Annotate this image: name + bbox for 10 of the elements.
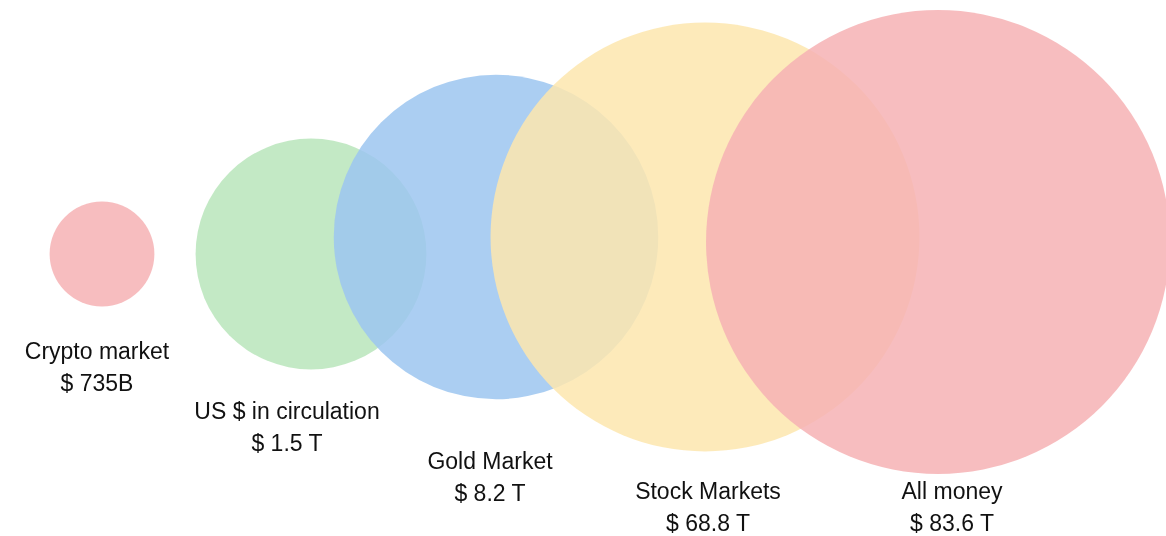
category-label: Stock Markets bbox=[635, 478, 781, 505]
category-label: US $ in circulation bbox=[194, 398, 380, 425]
data-label: $ 83.6 T bbox=[910, 510, 994, 536]
data-label: $ 8.2 T bbox=[454, 480, 526, 507]
category-label: Gold Market bbox=[427, 448, 554, 475]
category-label: Crypto market bbox=[24, 338, 170, 365]
data-label: $ 735B bbox=[60, 370, 134, 397]
category-label: All money bbox=[901, 478, 1003, 505]
data-label: $ 1.5 T bbox=[251, 430, 323, 457]
data-label: $ 68.8 T bbox=[666, 510, 750, 536]
